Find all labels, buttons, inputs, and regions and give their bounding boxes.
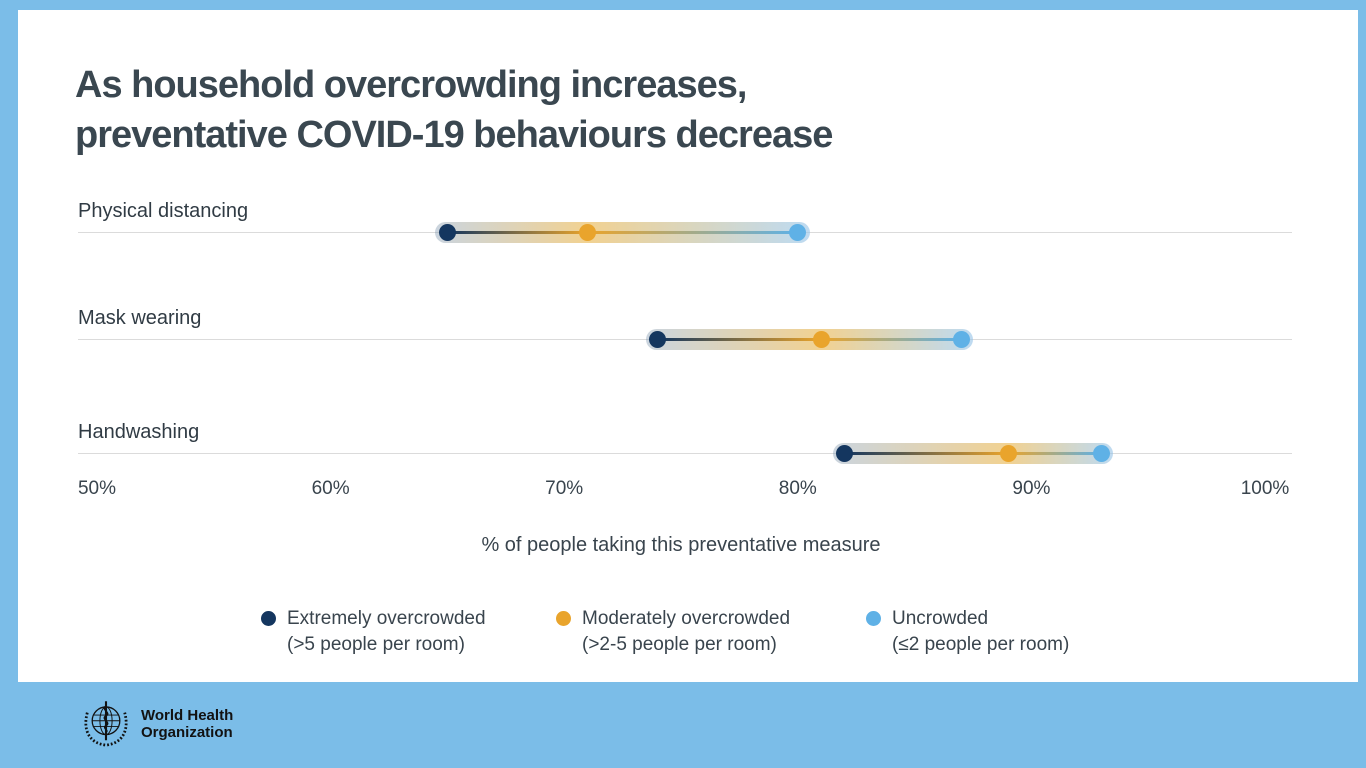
x-axis-tick: 50% (77, 478, 117, 499)
x-axis-tick: 80% (778, 478, 817, 499)
dumbbell-connector (844, 452, 1102, 455)
category-label: Handwashing (78, 421, 200, 443)
dumbbell-plot: Physical distancing Mask wearing Handwashi… (18, 10, 1358, 682)
data-point-dot (789, 224, 807, 241)
chart-title: As household overcrowding increases, pre… (75, 60, 833, 160)
data-point-dot (1092, 445, 1110, 462)
x-axis-tick: 90% (1012, 478, 1051, 499)
dumbbell-connector (447, 231, 798, 234)
data-point-dot (836, 445, 854, 462)
row-baseline (78, 453, 1292, 454)
title-line-2: preventative COVID-19 behaviours decreas… (75, 114, 833, 156)
who-wordmark-line2: Organization (141, 724, 233, 741)
category-label: Physical distancing (78, 200, 249, 222)
x-axis-tick: 100% (1240, 478, 1290, 499)
footer-band: World Health Organization (0, 682, 1366, 768)
data-point-dot (649, 331, 667, 348)
category-label: Mask wearing (78, 307, 202, 329)
data-point-dot (999, 445, 1017, 462)
who-logo: World Health Organization (80, 698, 233, 750)
data-point-dot (438, 224, 456, 241)
x-axis-label: % of people taking this preventative mea… (481, 534, 881, 556)
who-wordmark-line1: World Health (141, 707, 234, 724)
x-axis-tick: 70% (545, 478, 584, 499)
dumbbell-connector (657, 338, 962, 341)
title-line-1: As household overcrowding increases, (75, 64, 747, 106)
data-point-dot (952, 331, 970, 348)
data-point-dot (812, 331, 830, 348)
x-axis-tick: 60% (311, 478, 350, 499)
chart-card: As household overcrowding increases, pre… (18, 10, 1358, 682)
who-wordmark: World Health Organization (141, 707, 233, 741)
who-emblem-icon (84, 701, 128, 747)
data-point-dot (579, 224, 597, 241)
